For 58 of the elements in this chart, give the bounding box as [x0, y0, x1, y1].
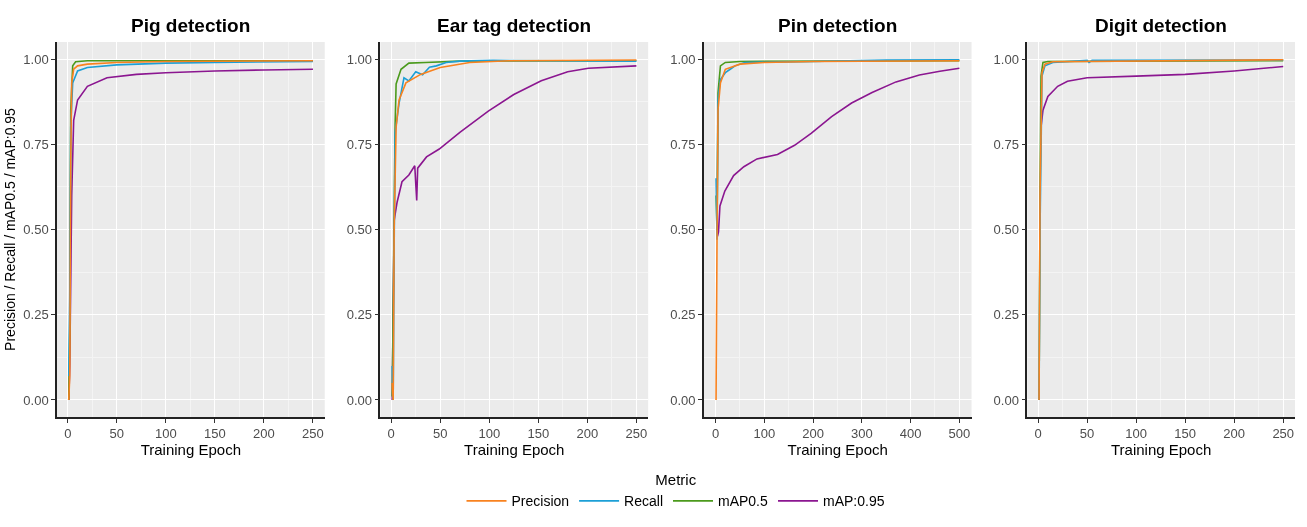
y-tick-label: 1.00	[23, 51, 49, 67]
y-tick-label: 0.50	[23, 222, 49, 238]
x-tick-label: 200	[802, 426, 824, 442]
x-tick-label: 0	[387, 426, 395, 442]
x-tick-label: 100	[155, 426, 177, 442]
x-tick-label: 400	[899, 426, 922, 442]
x-tick-label: 150	[204, 426, 226, 442]
x-tick-label: 250	[625, 426, 648, 442]
y-tick-label: 0.00	[993, 392, 1019, 408]
x-tick-label: 250	[302, 426, 324, 442]
y-tick-label: 1.00	[670, 51, 696, 67]
x-tick-label: 100	[478, 426, 501, 442]
x-axis-title: Training Epoch	[464, 441, 565, 459]
legend-title: Metric	[655, 471, 697, 489]
y-tick-label: 1.00	[346, 51, 373, 67]
x-tick-label: 200	[1223, 426, 1246, 442]
chart-title: Digit detection	[1095, 15, 1227, 36]
y-tick-label: 0.50	[346, 222, 373, 238]
y-tick-label: 0.00	[23, 392, 49, 408]
x-axis-title: Training Epoch	[1110, 441, 1212, 459]
y-tick-label: 0.75	[346, 136, 373, 152]
y-tick-label: 0.50	[670, 222, 696, 238]
x-tick-label: 0	[64, 426, 72, 442]
x-tick-label: 50	[433, 426, 448, 442]
y-tick-label: 0.25	[23, 307, 49, 323]
y-tick-label: 0.00	[346, 392, 373, 408]
x-tick-label: 150	[1174, 426, 1197, 442]
legend-label: Recall	[624, 493, 663, 510]
x-tick-label: 50	[1079, 426, 1095, 442]
y-tick-label: 0.75	[23, 136, 49, 152]
x-tick-label: 300	[851, 426, 873, 442]
chart-title: Pin detection	[778, 15, 898, 36]
y-tick-label: 0.25	[670, 307, 696, 323]
legend-label: Precision	[511, 493, 570, 510]
x-tick-label: 150	[527, 426, 550, 442]
x-tick-label: 0	[1034, 426, 1042, 442]
x-tick-label: 100	[1125, 426, 1147, 442]
y-tick-label: 0.50	[993, 222, 1019, 238]
x-tick-label: 50	[109, 426, 125, 442]
legend-label: mAP0.5	[718, 493, 769, 510]
x-axis-title: Training Epoch	[787, 441, 888, 459]
y-tick-label: 0.25	[993, 307, 1019, 323]
chart-title: Pig detection	[131, 15, 251, 36]
x-tick-label: 250	[1272, 426, 1295, 442]
x-tick-label: 200	[253, 426, 275, 442]
y-axis-title: Precision / Recall / mAP0.5 / mAP:0.95	[2, 107, 19, 351]
x-tick-label: 500	[948, 426, 971, 442]
x-tick-label: 100	[753, 426, 776, 442]
x-tick-label: 0	[711, 426, 720, 442]
y-tick-label: 0.75	[993, 136, 1019, 152]
y-tick-label: 0.75	[670, 136, 696, 152]
y-tick-label: 0.00	[670, 392, 696, 408]
y-tick-label: 0.25	[346, 307, 373, 323]
x-axis-title: Training Epoch	[140, 441, 242, 459]
x-tick-label: 200	[576, 426, 599, 442]
legend-label: mAP:0.95	[823, 493, 885, 510]
y-tick-label: 1.00	[993, 51, 1019, 67]
chart-title: Ear tag detection	[437, 15, 592, 36]
